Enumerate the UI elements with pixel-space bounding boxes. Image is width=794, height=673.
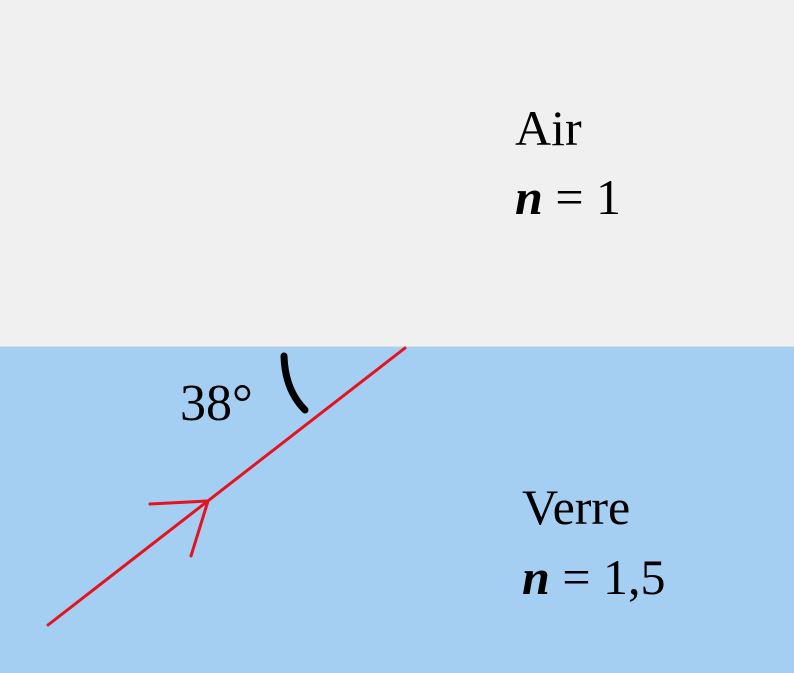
air-name-label: Air [515,100,582,156]
glass-region [0,347,794,673]
ray-arrowhead [148,499,210,558]
air-region [0,0,794,347]
glass-name-label: Verre [522,479,631,535]
glass-index-symbol: n [522,549,550,605]
angle-label: 38° [180,375,253,432]
incident-ray [46,346,407,627]
air-index-symbol: n [515,169,543,225]
air-index-label: n = 1 [515,172,621,222]
air-index-value: = 1 [555,169,622,225]
angle-arc [280,352,309,414]
glass-index-value: = 1,5 [562,549,666,605]
glass-index-label: n = 1,5 [522,552,666,602]
